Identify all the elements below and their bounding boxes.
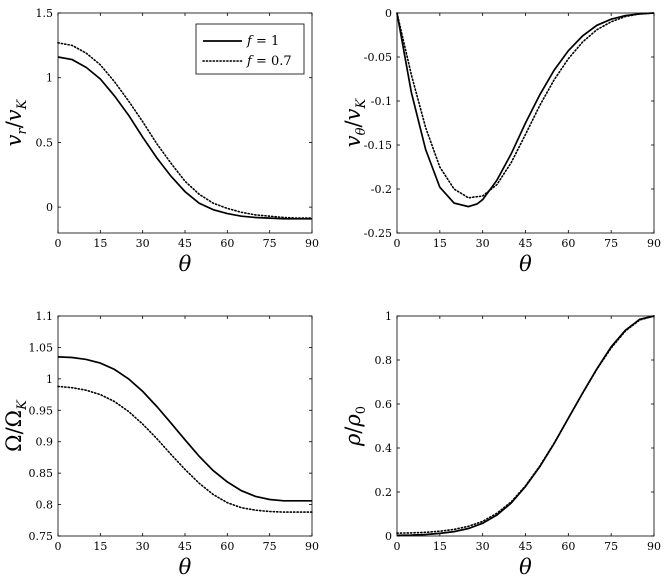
y-tick-label: 0.5	[36, 136, 54, 149]
x-tick-label: 90	[647, 237, 661, 250]
y-axis-label: Ω/ΩK	[2, 399, 30, 452]
y-tick-label: 0.85	[29, 467, 54, 480]
x-axis-label: θ	[519, 555, 532, 579]
y-tick-label: -0.2	[371, 183, 392, 196]
legend-entry-label: f = 0.7	[246, 54, 292, 69]
x-tick-label: 30	[136, 237, 150, 250]
x-tick-label: 30	[476, 237, 490, 250]
y-tick-label: 0.75	[29, 530, 54, 543]
chart-panel-4: 0 15 30 45 60 75 90 0 0.2 0.4 0.6 0.8 1 θ ρ/ρ0	[341, 310, 661, 579]
x-tick-label: 75	[263, 540, 277, 553]
series-line-f-0-7	[396, 315, 655, 534]
y-tick-label: 0	[46, 201, 53, 214]
y-tick-label: 0.2	[375, 486, 393, 499]
plot-frame	[57, 315, 313, 537]
legend: f = 1 f = 0.7	[195, 23, 305, 75]
x-tick-label: 45	[519, 540, 533, 553]
x-tick-label: 45	[178, 540, 192, 553]
y-tick-label: 0.95	[29, 404, 54, 417]
series-line-f-0-7	[57, 41, 313, 219]
x-tick-label: 0	[394, 237, 401, 250]
series-line-f-0-7	[57, 385, 313, 513]
y-tick-label: 0.6	[375, 398, 393, 411]
x-tick-label: 60	[561, 540, 575, 553]
series-line-f-1	[396, 12, 655, 208]
x-tick-label: 15	[433, 540, 447, 553]
x-tick-label: 30	[476, 540, 490, 553]
y-tick-label: -0.25	[364, 227, 392, 240]
x-tick-label: 0	[394, 540, 401, 553]
x-tick-label: 15	[433, 237, 447, 250]
y-tick-label: 1.5	[36, 7, 54, 20]
x-tick-label: 75	[604, 540, 618, 553]
x-tick-label: 90	[647, 540, 661, 553]
x-axis-label: θ	[519, 252, 532, 276]
x-tick-label: 0	[55, 540, 62, 553]
x-tick-label: 90	[305, 540, 319, 553]
legend-entry-label: f = 1	[246, 34, 279, 49]
y-axis-label: ρ/ρ0	[341, 406, 369, 447]
series-line-f-0-7	[396, 12, 655, 199]
series-line-f-1	[57, 356, 312, 502]
series-line-f-1	[396, 315, 655, 537]
y-tick-label: 1.1	[36, 310, 54, 323]
x-tick-label: 75	[604, 237, 618, 250]
y-tick-label: 1	[385, 310, 392, 323]
series-line-f-1	[57, 56, 312, 220]
chart-panel-2: 0 15 30 45 60 75 90 -0.25 -0.2 -0.15 -0.1 -0.05 0 θ vθ…	[341, 7, 661, 276]
y-tick-label: -0.15	[364, 139, 392, 152]
x-tick-label: 60	[561, 237, 575, 250]
y-tick-label: -0.1	[371, 95, 392, 108]
legend-box	[195, 23, 305, 75]
y-tick-label: 0.8	[375, 354, 393, 367]
x-axis-label: θ	[179, 252, 192, 276]
x-tick-label: 15	[93, 237, 107, 250]
x-tick-label: 45	[178, 237, 192, 250]
chart-panel-1: 0 15 30 45 60 75 90 0 0.5 1 1.5 θ vr/vK f = 1 f = 0.7	[2, 7, 319, 276]
x-tick-label: 15	[93, 540, 107, 553]
x-axis-label: θ	[179, 555, 192, 579]
x-tick-label: 0	[55, 237, 62, 250]
y-axis-label: vr/vK	[2, 98, 30, 146]
y-tick-label: 1	[46, 373, 53, 386]
x-tick-label: 30	[136, 540, 150, 553]
y-axis-label: vθ/vK	[341, 98, 369, 148]
y-tick-label: -0.05	[364, 51, 392, 64]
y-tick-label: 0.8	[36, 499, 54, 512]
x-tick-label: 75	[263, 237, 277, 250]
chart-panel-3: 0 15 30 45 60 75 90 0.75 0.8 0.85 0.9 0.95 1 1.05 1.1 θ…	[2, 310, 319, 579]
y-tick-label: 0.9	[36, 436, 54, 449]
plot-frame	[396, 315, 655, 537]
y-tick-label: 1.05	[29, 341, 54, 354]
y-tick-label: 0	[385, 7, 392, 20]
x-tick-label: 60	[220, 540, 234, 553]
x-tick-label: 60	[220, 237, 234, 250]
y-tick-label: 0	[385, 530, 392, 543]
x-tick-label: 45	[519, 237, 533, 250]
x-tick-label: 90	[305, 237, 319, 250]
y-tick-label: 0.4	[375, 442, 393, 455]
y-tick-label: 1	[46, 72, 53, 85]
